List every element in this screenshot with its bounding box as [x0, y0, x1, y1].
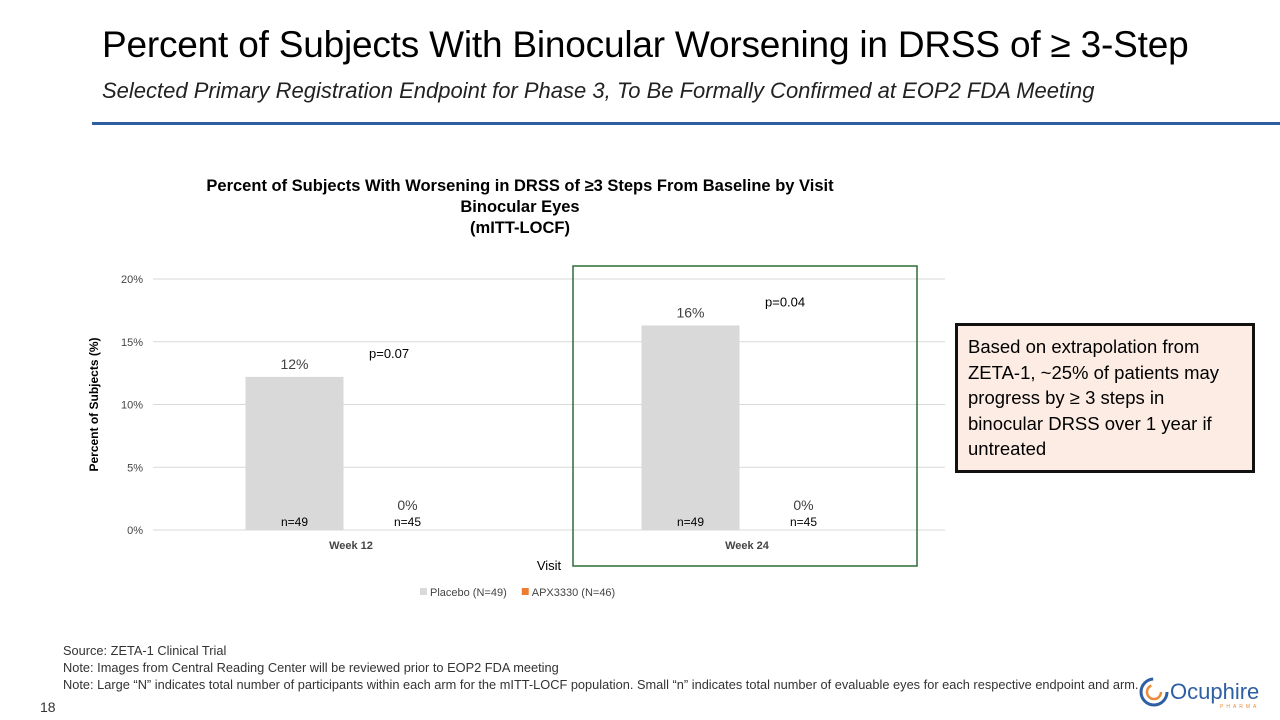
- page-number: 18: [40, 699, 56, 715]
- chart-title-line-2: Binocular Eyes: [460, 198, 580, 216]
- logo-subtext: PHARMA: [1220, 704, 1259, 710]
- data-label: 0%: [793, 497, 813, 513]
- logo-ring-inner-icon: [1145, 683, 1163, 701]
- logo-ring-icon: [1139, 677, 1169, 707]
- company-logo: Ocuphire PHARMA: [1139, 677, 1259, 710]
- footnote-source: Source: ZETA-1 Clinical Trial: [63, 643, 227, 658]
- slide-subtitle: Selected Primary Registration Endpoint f…: [102, 78, 1095, 103]
- bar-placebo: [641, 325, 740, 530]
- n-label: n=49: [677, 515, 704, 529]
- slide-title: Percent of Subjects With Binocular Worse…: [102, 24, 1189, 65]
- n-label: n=49: [281, 515, 308, 529]
- legend-entry: Placebo (N=49): [430, 587, 507, 599]
- footnote-note-1: Note: Images from Central Reading Center…: [63, 660, 559, 675]
- y-tick-label: 5%: [127, 462, 143, 474]
- n-label: n=45: [394, 515, 421, 529]
- p-value-annotation: p=0.04: [765, 294, 805, 309]
- logo-text: Ocuphire: [1170, 679, 1259, 704]
- y-tick-label: 15%: [121, 337, 143, 349]
- data-label: 0%: [397, 497, 417, 513]
- callout-text: Based on extrapolation from ZETA-1, ~25%…: [968, 336, 1220, 459]
- footnote-note-2: Note: Large “N” indicates total number o…: [63, 677, 1139, 692]
- chart-title: Percent of Subjects With Worsening in DR…: [110, 176, 930, 239]
- callout-box: Based on extrapolation from ZETA-1, ~25%…: [955, 323, 1255, 473]
- legend-swatch: [420, 588, 427, 595]
- y-tick-label: 10%: [121, 400, 143, 412]
- x-tick-label: Week 12: [329, 540, 373, 552]
- p-value-annotation: p=0.07: [369, 346, 409, 361]
- highlight-box: [572, 265, 918, 567]
- chart-title-line-1: Percent of Subjects With Worsening in DR…: [206, 177, 834, 195]
- y-axis-title: Percent of Subjects (%): [87, 337, 101, 471]
- y-tick-label: 0%: [127, 525, 143, 537]
- y-tick-label: 20%: [121, 274, 143, 286]
- title-divider: [92, 122, 1280, 125]
- footnotes: Source: ZETA-1 Clinical Trial Note: Imag…: [63, 642, 1138, 693]
- data-label: 16%: [676, 304, 704, 320]
- legend-swatch: [521, 588, 529, 595]
- chart-title-line-3: (mITT-LOCF): [470, 219, 570, 237]
- bar-placebo: [245, 376, 344, 530]
- x-axis-title: Visit: [537, 558, 562, 573]
- legend-entry: APX3330 (N=46): [532, 587, 615, 599]
- x-tick-label: Week 24: [725, 540, 770, 552]
- data-label: 12%: [280, 356, 308, 372]
- n-label: n=45: [790, 515, 817, 529]
